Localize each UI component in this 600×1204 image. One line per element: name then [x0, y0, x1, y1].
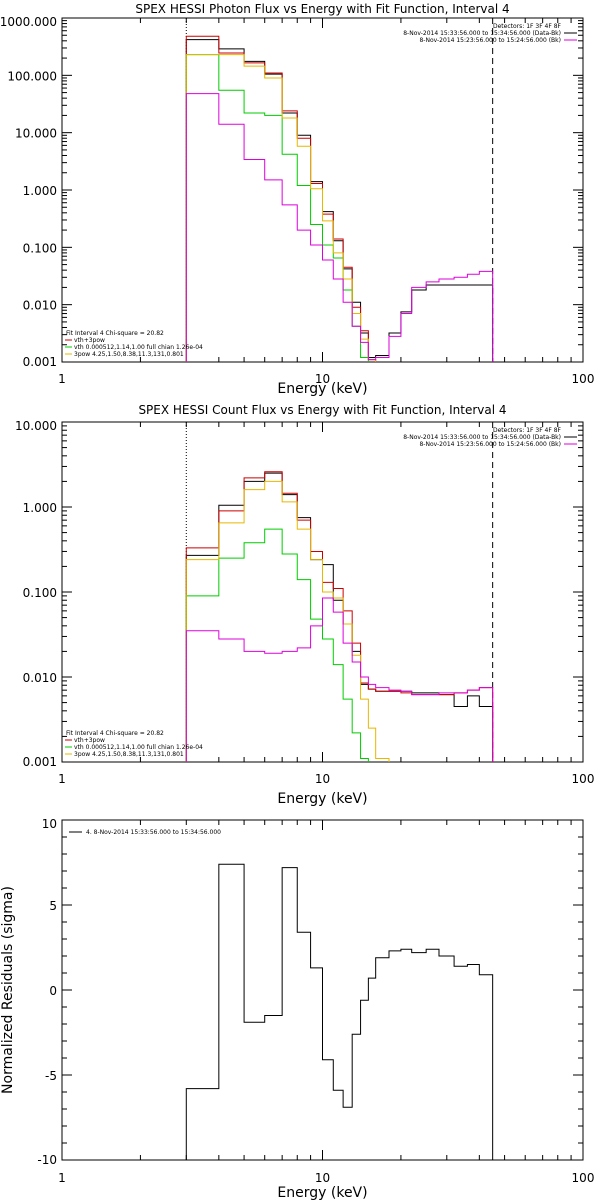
x-tick-label: 1 — [58, 372, 66, 386]
y-tick-label: 10.000 — [15, 127, 57, 141]
y-tick-label: 100.000 — [7, 69, 57, 83]
y-tick-label: 1.000 — [23, 184, 57, 198]
panel-1: SPEX HESSI Photon Flux vs Energy with Fi… — [0, 2, 594, 397]
series-group — [185, 471, 494, 762]
legend-entry: 8-Nov-2014 15:33:56.000 to 15:34:56.000 … — [403, 30, 561, 37]
series-3-line — [185, 528, 369, 762]
x-tick-label: 10 — [315, 1171, 330, 1185]
legend-entry: 3pow 4.25,1.50,8.38,11.3,131,0.801 — [74, 751, 184, 758]
y-tick-label: 0.001 — [23, 755, 57, 769]
series-1-line — [185, 472, 494, 762]
y-tick-label: -5 — [45, 1069, 57, 1083]
chart-title: SPEX HESSI Photon Flux vs Energy with Fi… — [135, 2, 509, 16]
y-tick-label: 10 — [42, 817, 57, 831]
chart-title: SPEX HESSI Count Flux vs Energy with Fit… — [138, 403, 506, 417]
legend-entry: 8-Nov-2014 15:33:56.000 to 15:34:56.000 … — [403, 434, 561, 441]
x-tick-label: 10 — [315, 772, 330, 786]
y-tick-label: 1000.000 — [0, 15, 57, 29]
legend-entry: Fit Interval 4 Chi-square = 20.82 — [66, 730, 164, 737]
series-5-line — [185, 597, 494, 762]
x-axis-label: Energy (keV) — [277, 1185, 367, 1200]
y-tick-label: 0.001 — [23, 355, 57, 369]
series-1-line — [185, 863, 494, 1160]
y-tick-label: 0.100 — [23, 586, 57, 600]
panel-2: SPEX HESSI Count Flux vs Energy with Fit… — [15, 403, 594, 807]
y-tick-label: 0.100 — [23, 241, 57, 255]
x-tick-label: 100 — [572, 772, 595, 786]
x-tick-label: 1 — [58, 772, 66, 786]
y-tick-label: -10 — [37, 1153, 57, 1167]
series-1-line — [185, 39, 494, 362]
y-tick-label: 5 — [49, 899, 57, 913]
legend-entry: 8-Nov-2014 15:23:56.000 to 15:24:56.000 … — [419, 37, 561, 44]
legend-entry: vth 0.000512,1.14,1.00 full chian 1.26e-… — [74, 344, 203, 351]
legend-entry: vth+3pow — [74, 337, 105, 344]
series-5-line — [185, 93, 494, 362]
y-tick-label: 0.010 — [23, 671, 57, 685]
series-group — [185, 863, 494, 1160]
y-tick-label: 10.000 — [15, 419, 57, 433]
x-tick-label: 10 — [315, 372, 330, 386]
legend-entry: Detectors: 1F 3F 4F 8F — [493, 427, 562, 434]
x-axis-label: Energy (keV) — [277, 381, 367, 397]
legend-entry: Detectors: 1F 3F 4F 8F — [493, 23, 562, 30]
series-4-line — [185, 480, 390, 762]
legend-entry: 4. 8-Nov-2014 15:33:56.000 to 15:34:56.0… — [86, 829, 221, 836]
x-tick-label: 1 — [58, 1171, 66, 1185]
y-tick-label: 0.010 — [23, 299, 57, 313]
series-3-line — [185, 54, 369, 362]
x-tick-label: 100 — [572, 372, 595, 386]
y-tick-label: 0 — [49, 984, 57, 998]
x-tick-label: 100 — [572, 1171, 595, 1185]
series-4-line — [185, 54, 377, 362]
legend-entry: Fit Interval 4 Chi-square = 20.82 — [66, 330, 164, 337]
legend-entry: 3pow 4.25,1.50,8.38,11.3,131,0.801 — [74, 351, 184, 358]
series-group — [185, 35, 494, 362]
x-axis-label: Energy (keV) — [277, 791, 367, 807]
y-axis-label: Normalized Residuals (sigma) — [0, 886, 16, 1094]
y-tick-label: 1.000 — [23, 501, 57, 515]
legend-entry: 8-Nov-2014 15:23:56.000 to 15:24:56.000 … — [419, 441, 561, 448]
series-2-line — [185, 35, 377, 362]
legend-entry: vth+3pow — [74, 737, 105, 744]
legend-entry: vth 0.000512,1.14,1.00 full chian 1.26e-… — [74, 744, 203, 751]
series-2-line — [185, 471, 494, 762]
